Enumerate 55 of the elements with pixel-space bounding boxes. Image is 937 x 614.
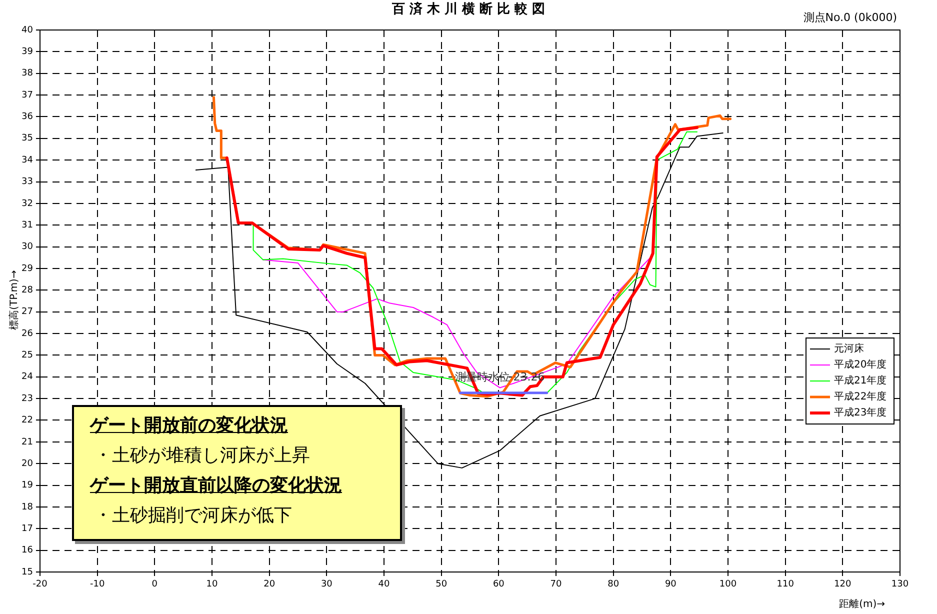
x-tick-label: 60 [492,580,505,590]
annotation: ゲート開放前の変化状況 [90,414,289,438]
y-tick-label: 27 [22,307,33,318]
y-tick-label: 39 [22,47,34,58]
y-tick-label: 40 [22,25,34,36]
x-tick-label: 80 [608,580,620,590]
x-tick-label: 40 [378,580,390,590]
y-tick-label: 22 [22,416,33,426]
annotation: ・土砂が堆積し河床が上昇 [93,444,311,468]
annotation: ゲート開放直前以降の変化状況 [90,474,343,498]
chart-title: 百 済 木 川 横 断 比 較 図 [392,2,546,17]
y-tick-label: 31 [22,220,33,230]
legend-label: 平成21年度 [834,374,887,387]
legend-label: 平成23年度 [834,406,887,419]
y-tick-label: 28 [22,286,34,296]
y-tick-label: 29 [22,264,34,274]
legend-label: 元河床 [834,342,864,355]
x-axis-title: 距離(m)→ [839,598,885,611]
y-tick-label: 33 [22,177,33,188]
y-tick-label: 16 [22,546,34,556]
y-tick-label: 26 [22,328,34,339]
x-tick-label: 100 [719,580,737,590]
x-tick-label: 0 [152,580,158,590]
x-tick-label: 70 [550,580,562,590]
x-tick-label: 10 [206,580,218,590]
annotation: ・土砂掘削で河床が低下 [93,504,293,528]
x-tick-label: 50 [436,580,448,590]
chart-subtitle: 測点No.0 (0k000) [803,10,897,25]
x-tick-label: 130 [891,580,909,590]
x-tick-label: 30 [320,580,333,590]
y-tick-label: 32 [22,198,33,209]
x-tick-label: 110 [776,580,794,590]
y-tick-label: 38 [22,68,34,79]
y-tick-label: 35 [22,134,33,144]
y-tick-label: 36 [22,112,34,122]
x-tick-label: 90 [664,580,677,590]
x-tick-label: -20 [32,580,48,590]
y-axis-title: 標高(TP.m)→ [8,270,21,330]
y-tick-label: 30 [22,242,34,252]
y-tick-label: 15 [22,567,33,578]
x-tick-label: -10 [90,580,105,590]
y-tick-label: 19 [22,480,34,491]
legend-label: 平成22年度 [834,390,887,403]
x-tick-label: 20 [264,580,276,590]
y-tick-label: 25 [22,350,33,361]
y-tick-label: 21 [22,437,33,448]
y-tick-label: 34 [22,155,34,166]
y-tick-label: 37 [22,90,33,100]
y-tick-label: 18 [22,502,34,512]
x-tick-label: 120 [834,580,852,590]
y-tick-label: 24 [22,372,34,382]
y-tick-label: 20 [22,458,34,469]
y-tick-label: 23 [22,394,33,404]
legend-label: 平成20年度 [834,358,887,371]
y-tick-label: 17 [22,524,33,534]
